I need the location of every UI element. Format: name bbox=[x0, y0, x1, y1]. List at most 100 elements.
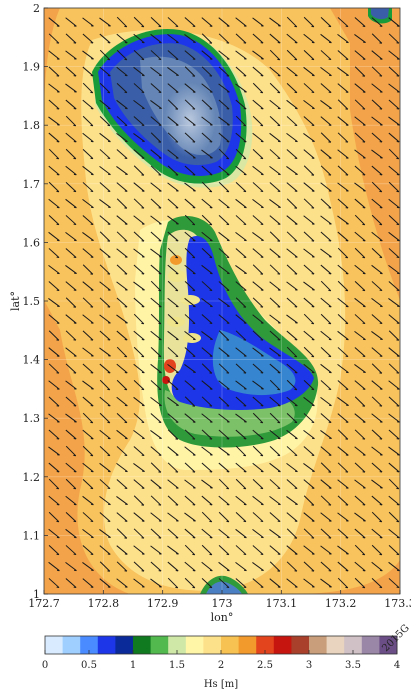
wave-arrow bbox=[65, 578, 77, 588]
wave-arrow bbox=[133, 330, 145, 341]
wave-arrow bbox=[184, 116, 196, 126]
wave-arrow bbox=[99, 215, 111, 225]
wave-arrow bbox=[252, 281, 264, 291]
wave-arrow bbox=[320, 495, 332, 506]
wave-arrow bbox=[286, 578, 298, 588]
wave-arrow bbox=[167, 182, 179, 192]
wave-arrow bbox=[235, 380, 247, 390]
wave-arrow bbox=[337, 198, 349, 209]
wave-arrow bbox=[201, 413, 213, 423]
wave-arrow bbox=[286, 166, 298, 176]
wave-arrow bbox=[201, 561, 213, 572]
wave-arrow bbox=[116, 545, 128, 555]
wave-arrow bbox=[99, 363, 111, 374]
wave-arrow bbox=[133, 248, 145, 258]
wave-arrow bbox=[286, 49, 298, 61]
wave-arrow bbox=[116, 462, 128, 473]
wave-arrow bbox=[167, 165, 179, 176]
wave-arrow bbox=[337, 380, 349, 390]
wave-arrow bbox=[388, 181, 400, 193]
wave-arrow bbox=[82, 462, 94, 473]
wave-arrow bbox=[65, 462, 77, 473]
wave-arrow bbox=[286, 182, 298, 192]
wave-arrow bbox=[286, 149, 298, 159]
wave-arrow bbox=[65, 265, 77, 275]
wave-arrow bbox=[167, 528, 179, 539]
wave-arrow bbox=[218, 181, 230, 193]
wave-arrow bbox=[65, 132, 77, 143]
wave-arrow bbox=[354, 528, 366, 539]
wave-arrow bbox=[354, 380, 366, 390]
wave-arrow bbox=[116, 116, 128, 127]
wave-arrow bbox=[218, 281, 230, 291]
colorbar-swatch bbox=[203, 636, 222, 654]
wave-arrow bbox=[269, 264, 281, 275]
wave-arrow bbox=[303, 133, 315, 143]
wave-arrow bbox=[388, 347, 400, 357]
wave-arrow bbox=[133, 198, 145, 209]
wave-arrow bbox=[65, 380, 77, 390]
wave-arrow bbox=[167, 33, 179, 44]
wave-arrow bbox=[388, 511, 400, 523]
wave-arrow bbox=[82, 478, 94, 490]
wave-arrow bbox=[150, 313, 162, 325]
wave-arrow bbox=[201, 446, 213, 456]
wave-arrow bbox=[48, 181, 60, 193]
wave-arrow bbox=[133, 16, 145, 28]
wave-arrow bbox=[388, 148, 400, 160]
wave-arrow bbox=[337, 280, 349, 292]
wave-arrow bbox=[65, 17, 77, 27]
wave-arrow bbox=[252, 50, 264, 60]
wave-arrow bbox=[371, 511, 383, 523]
wave-arrow bbox=[286, 314, 298, 324]
wave-arrow bbox=[354, 17, 366, 27]
wave-arrow bbox=[82, 264, 94, 275]
wave-arrow bbox=[48, 396, 60, 407]
wave-arrow bbox=[371, 264, 383, 275]
wave-arrow bbox=[116, 379, 128, 391]
wave-arrow bbox=[201, 363, 213, 374]
wave-arrow bbox=[218, 578, 230, 589]
wave-arrow bbox=[371, 66, 383, 77]
wave-arrow bbox=[82, 99, 94, 110]
wave-arrow bbox=[286, 363, 298, 374]
wave-arrow bbox=[184, 34, 196, 44]
wave-arrow bbox=[65, 297, 77, 308]
wave-arrow bbox=[48, 347, 60, 357]
wave-arrow bbox=[354, 462, 366, 473]
wave-arrow bbox=[99, 529, 111, 539]
wave-arrow bbox=[320, 182, 332, 192]
wave-arrow bbox=[371, 165, 383, 176]
wave-arrow bbox=[167, 413, 179, 423]
wave-arrow bbox=[133, 313, 145, 325]
colorbar-swatch bbox=[361, 636, 380, 654]
wave-arrow bbox=[82, 347, 94, 357]
wave-arrow bbox=[320, 346, 332, 358]
wave-arrow bbox=[167, 50, 179, 60]
wave-arrow bbox=[82, 578, 94, 588]
wave-arrow bbox=[286, 479, 298, 489]
wave-arrow bbox=[82, 182, 94, 193]
map-axis-ticks: 172.7 172.8 172.9 173 173.1 173.2 173.3 1 1.1 1.2… bbox=[23, 2, 411, 610]
colorbar-swatch bbox=[62, 636, 81, 654]
wave-arrow bbox=[48, 330, 60, 341]
wave-arrow bbox=[99, 314, 111, 324]
wave-arrow bbox=[184, 413, 196, 423]
wave-arrow bbox=[303, 396, 315, 407]
wave-arrow bbox=[337, 165, 349, 176]
y-tick-label: 1.6 bbox=[23, 236, 41, 249]
wave-arrow bbox=[65, 445, 77, 457]
wave-arrow bbox=[167, 83, 179, 93]
wave-arrow bbox=[371, 429, 383, 440]
wave-arrow bbox=[320, 561, 332, 572]
wave-arrow bbox=[167, 495, 179, 506]
wave-arrow bbox=[388, 83, 400, 93]
wave-arrow bbox=[235, 132, 247, 143]
wave-arrow bbox=[303, 281, 315, 291]
colorbar-ticks: 0 0.5 1 1.5 2 2.5 3 3.5 4 bbox=[42, 650, 400, 671]
wave-arrow bbox=[184, 512, 196, 522]
wave-arrow bbox=[269, 429, 281, 440]
wave-arrow bbox=[133, 346, 145, 358]
wave-arrow bbox=[320, 100, 332, 110]
wave-arrow bbox=[371, 281, 383, 292]
